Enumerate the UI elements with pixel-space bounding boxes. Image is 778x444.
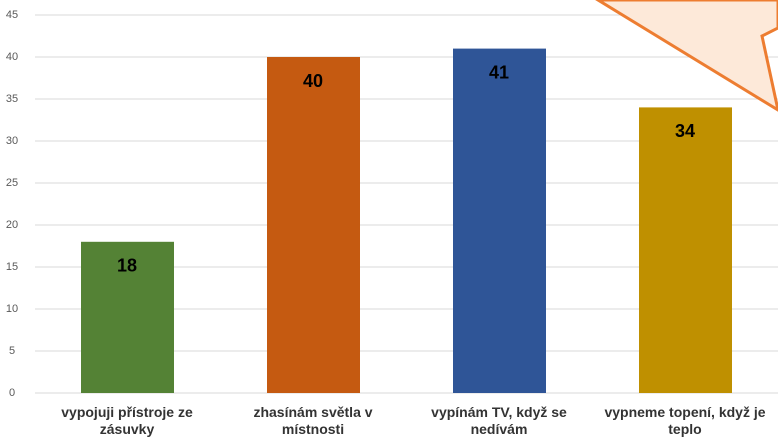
y-tick-label: 0 [9, 387, 15, 399]
y-tick-label: 15 [6, 261, 18, 273]
y-tick-label: 35 [6, 93, 18, 105]
y-tick-label: 30 [6, 135, 18, 147]
y-tick-label: 40 [6, 51, 18, 63]
y-tick-label: 10 [6, 303, 18, 315]
y-tick-label: 25 [6, 177, 18, 189]
x-tick-label: vypínám TV, když se nedívám [431, 404, 567, 437]
bar [267, 57, 360, 393]
bar [453, 48, 546, 393]
data-label: 34 [675, 121, 695, 141]
data-label: 18 [117, 256, 137, 276]
data-label: 40 [303, 71, 323, 91]
y-tick-label: 45 [6, 9, 18, 21]
x-tick-label: zhasínám světla v místnosti [253, 404, 373, 437]
y-tick-label: 20 [6, 219, 18, 231]
data-label: 41 [489, 62, 509, 82]
y-tick-label: 5 [9, 345, 15, 357]
x-tick-label: vypneme topení, když je teplo [604, 404, 766, 437]
bar [639, 107, 732, 394]
x-tick-label: vypojuji přístroje ze zásuvky [61, 404, 193, 437]
callout [595, 0, 778, 112]
bar [81, 241, 174, 393]
